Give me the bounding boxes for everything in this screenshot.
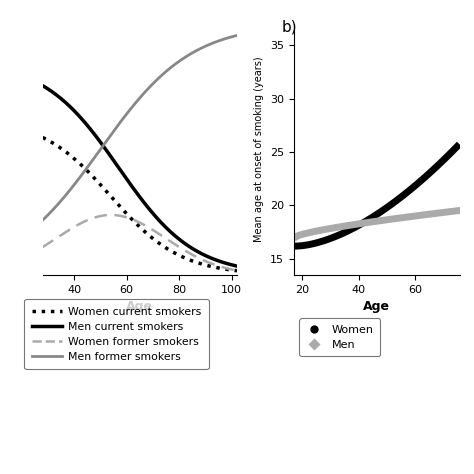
Y-axis label: Mean age at onset of smoking (years): Mean age at onset of smoking (years) [255, 56, 264, 242]
X-axis label: Age: Age [364, 300, 390, 313]
Text: b): b) [282, 20, 298, 35]
X-axis label: Age: Age [127, 300, 153, 313]
Legend: Women current smokers, Men current smokers, Women former smokers, Men former smo: Women current smokers, Men current smoke… [24, 299, 209, 369]
Legend: Women, Men: Women, Men [300, 319, 380, 356]
